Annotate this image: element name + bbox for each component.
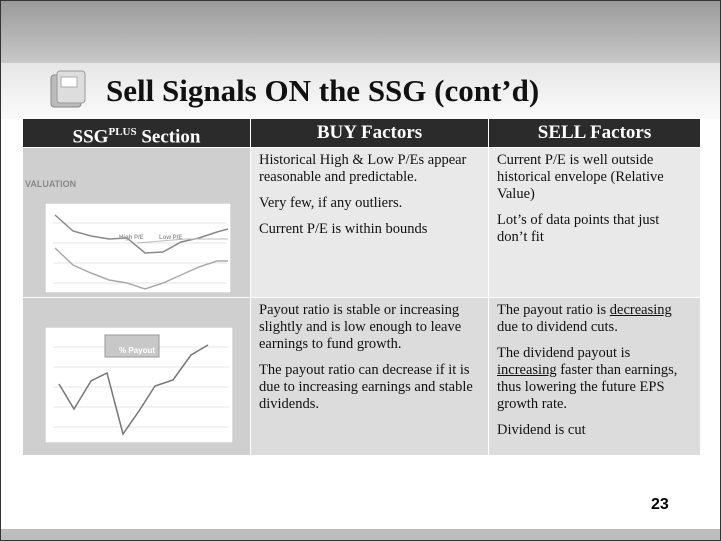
buy-cell: Payout ratio is stable or increasing sli… xyxy=(251,298,489,456)
paragraph: Lot’s of data points that just don’t fit xyxy=(497,212,660,245)
thumbnail-chart xyxy=(45,203,231,293)
slide-title: Sell Signals ON the SSG (cont’d) xyxy=(106,73,540,108)
page-number: 23 xyxy=(651,496,669,513)
top-band xyxy=(1,1,720,63)
header-cell: SELL Factors xyxy=(489,119,701,148)
paragraph: Current P/E is well outside historical e… xyxy=(497,152,664,202)
buy-cell: Historical High & Low P/Es appear reason… xyxy=(251,148,489,298)
header-cell: BUY Factors xyxy=(251,119,489,148)
header-sup: PLUS xyxy=(108,126,137,138)
icon xyxy=(50,70,86,108)
text: The payout ratio is xyxy=(497,302,610,318)
paragraph: Dividend is cut xyxy=(497,422,586,438)
title-bar xyxy=(1,63,720,119)
paragraph: Very few, if any outliers. xyxy=(259,195,403,211)
bottom-band xyxy=(1,529,720,540)
header-text: SSG xyxy=(72,126,109,148)
paragraph: Historical High & Low P/Es appear reason… xyxy=(259,152,467,185)
section-label: VALUATION xyxy=(25,179,77,189)
text: The dividend payout is xyxy=(497,345,631,361)
paragraph: The dividend payout is increasing faster… xyxy=(497,345,692,413)
paragraph: The payout ratio is decreasing due to di… xyxy=(497,302,692,336)
paragraph: Payout ratio is stable or increasing sli… xyxy=(259,302,462,352)
chart-legend: Low P/E xyxy=(159,235,183,241)
chart-legend: % Payout xyxy=(119,346,156,355)
paragraph: Current P/E is within bounds xyxy=(259,221,428,237)
chart-legend: High P/E xyxy=(119,235,144,241)
text: faster than earnings, thus lowering the … xyxy=(497,362,678,412)
text: due to dividend cuts. xyxy=(497,319,618,335)
paragraph: The payout ratio can decrease if it is d… xyxy=(259,362,473,412)
header-text: Section xyxy=(136,126,201,148)
underlined-text: increasing xyxy=(497,362,557,378)
header-cell: SSGPLUS Section xyxy=(23,119,251,148)
sell-cell: The payout ratio is decreasing due to di… xyxy=(489,298,701,456)
thumbnail-chart xyxy=(45,327,233,443)
sell-cell: Current P/E is well outside historical e… xyxy=(489,148,701,298)
underlined-text: decreasing xyxy=(609,302,672,318)
